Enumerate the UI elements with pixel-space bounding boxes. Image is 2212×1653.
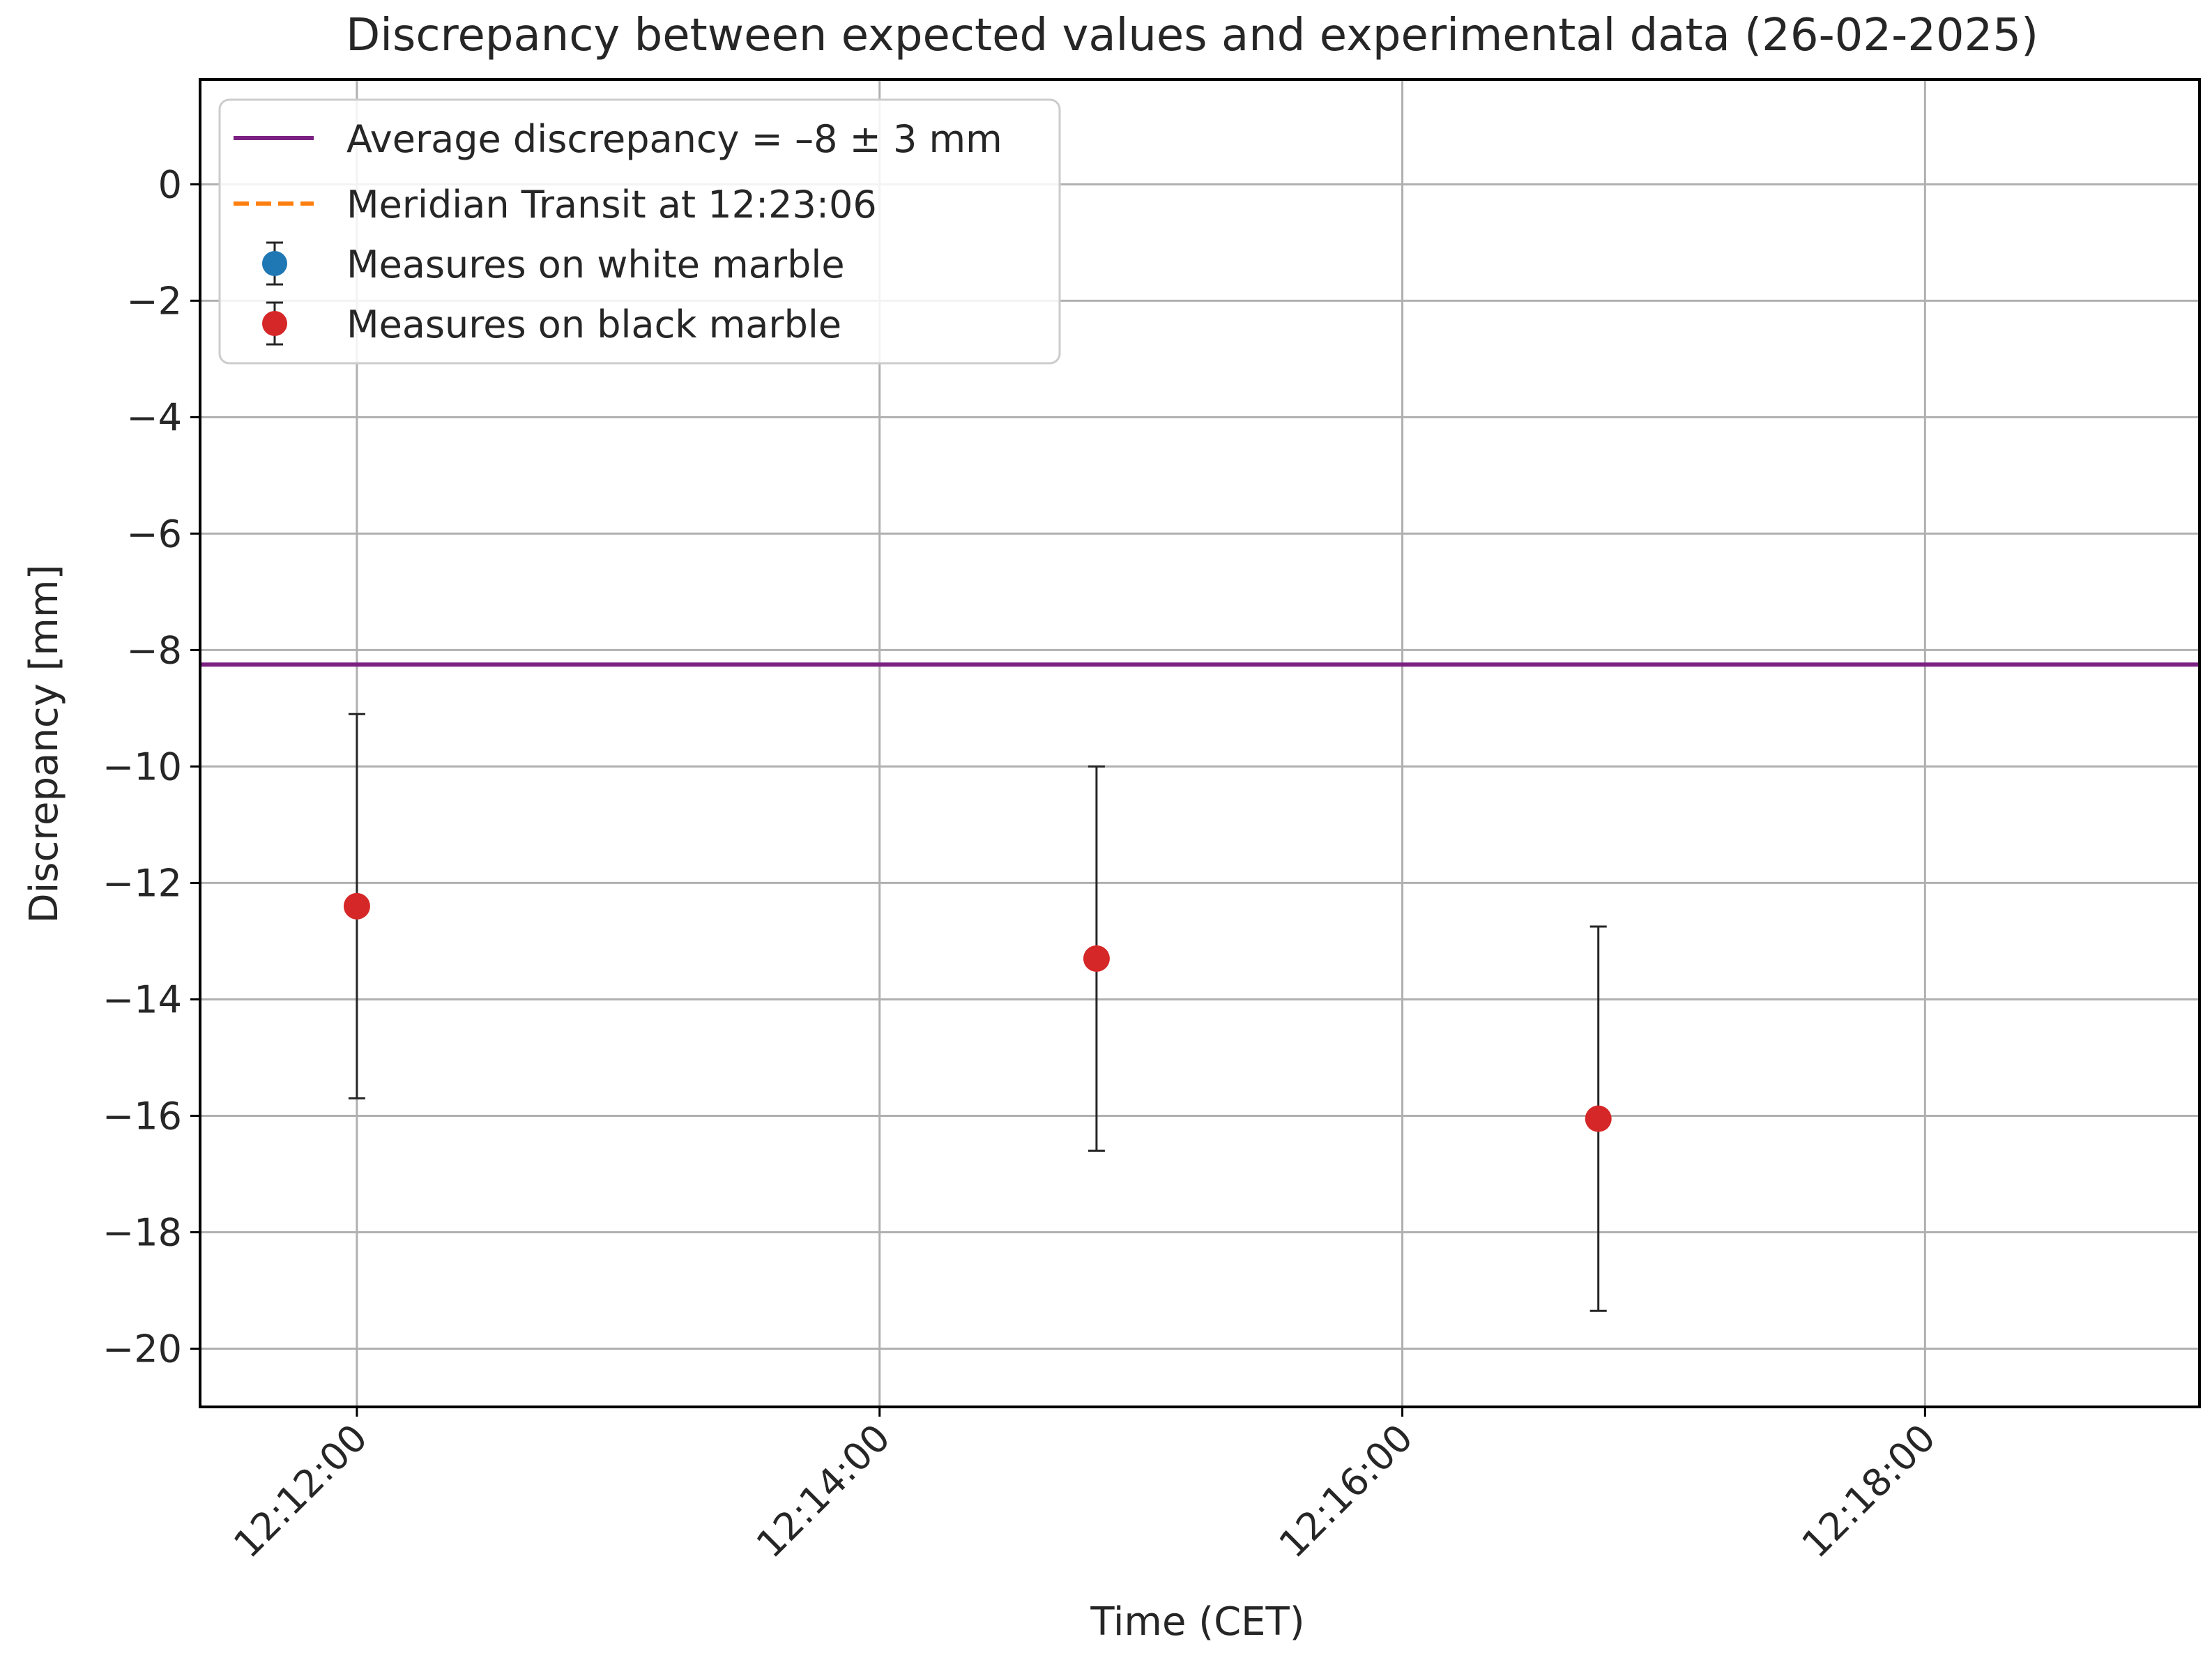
- black-marble-point: [1585, 1105, 1612, 1132]
- y-tick-label: −4: [126, 395, 182, 439]
- legend-transit-label: Meridian Transit at 12:23:06: [346, 183, 877, 227]
- data-layer: [343, 713, 1612, 1312]
- y-axis-ticks: 0 −2 −4 −6 −8 −10 −12 −14 −16 −18 −20: [102, 162, 200, 1371]
- y-tick-label: −12: [102, 861, 182, 905]
- legend-box: [218, 98, 1061, 365]
- black-marble-measure: [1585, 925, 1612, 1312]
- y-tick-label: 0: [158, 162, 182, 206]
- y-tick-label: −8: [126, 628, 182, 672]
- y-tick-label: −6: [126, 512, 182, 556]
- y-axis-label: Discrepancy [mm]: [22, 565, 67, 924]
- chart-title: Discrepancy between expected values and …: [346, 10, 2038, 61]
- legend-average-label: Average discrepancy = –8 ± 3 mm: [346, 117, 1002, 161]
- plot-frame: [199, 78, 2201, 1408]
- y-tick-label: −14: [102, 977, 182, 1021]
- black-marble-measure: [1083, 765, 1110, 1152]
- y-tick-label: −20: [102, 1327, 182, 1371]
- legend-white-swatch: [262, 241, 287, 286]
- y-tick-label: −18: [102, 1210, 182, 1254]
- black-marble-measure: [343, 713, 370, 1099]
- legend: Average discrepancy = –8 ± 3 mm Meridian…: [218, 98, 1061, 365]
- y-tick-label: −16: [102, 1094, 182, 1138]
- legend-white-label: Measures on white marble: [346, 243, 845, 287]
- black-marble-point: [1083, 945, 1110, 972]
- y-tick-label: −10: [102, 745, 182, 789]
- black-marble-point: [343, 892, 370, 920]
- y-tick-label: −2: [126, 279, 182, 323]
- grid-layer: [200, 79, 2199, 1407]
- x-axis-label: Time (CET): [1090, 1599, 1304, 1645]
- legend-black-swatch: [262, 301, 287, 346]
- legend-black-label: Measures on black marble: [346, 303, 841, 346]
